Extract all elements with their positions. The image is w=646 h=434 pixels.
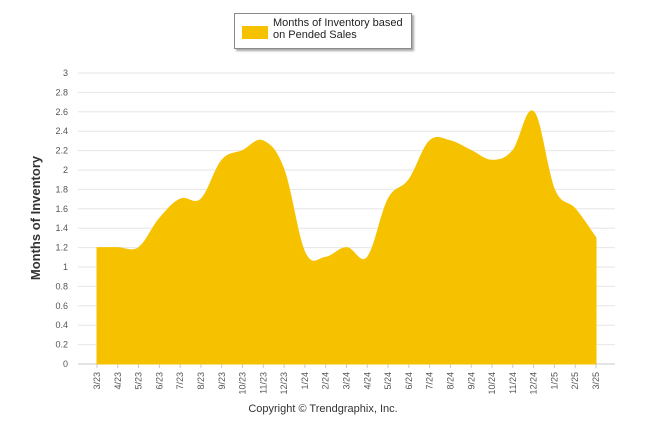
y-tick-label: 1.6 [55,204,68,214]
y-tick-label: 2.2 [55,146,68,156]
data-point [385,196,391,202]
data-point [94,245,100,251]
x-tick-label: 3/24 [342,372,352,390]
y-tick-label: 2 [63,165,68,175]
x-tick-label: 4/23 [113,372,123,390]
y-tick-label: 0.6 [55,301,68,311]
data-point [572,206,578,212]
data-point [531,109,537,115]
y-tick-label: 2.6 [55,107,68,117]
x-tick-label: 10/24 [487,372,497,395]
x-tick-label: 2/24 [321,372,331,390]
data-point [323,254,329,260]
y-tick-label: 2.4 [55,126,68,136]
data-point [364,254,370,260]
data-point [136,245,142,251]
legend-label: Months of Inventory based on Pended Sale… [273,17,403,41]
data-point [593,235,599,241]
data-point [510,148,516,154]
y-tick-label: 1.4 [55,223,68,233]
x-tick-label: 7/24 [425,372,435,390]
data-point [344,245,350,251]
x-tick-label: 12/24 [529,372,539,395]
x-tick-label: 7/23 [175,372,185,390]
y-tick-label: 0 [63,359,68,369]
data-point [551,186,557,192]
series-area [96,110,597,365]
x-tick-label: 1/24 [300,372,310,390]
data-point [219,157,225,163]
y-axis-label: Months of Inventory [28,155,43,280]
data-point [240,148,246,154]
data-point [468,148,474,154]
x-tick-label: 12/23 [279,372,289,395]
area-layer [94,109,599,365]
x-tick-label: 9/23 [217,372,227,390]
y-tick-label: 1 [63,262,68,272]
x-tick-label: 2/25 [570,372,580,390]
data-point [447,138,453,144]
y-tick-label: 0.4 [55,320,68,330]
data-point [281,167,287,173]
x-tick-label: 5/23 [134,372,144,390]
x-tick-label: 9/24 [466,372,476,390]
y-tick-label: 1.8 [55,184,68,194]
x-tick-label: 8/23 [196,372,206,390]
copyright-text: Copyright © Trendgraphix, Inc. [248,403,398,415]
x-tick-label: 11/23 [258,372,268,394]
x-tick-label: 4/24 [362,372,372,390]
data-point [427,138,433,144]
x-tick-label: 5/24 [383,372,393,390]
chart-legend: Months of Inventory based on Pended Sale… [234,13,412,49]
data-point [260,138,266,144]
data-point [302,249,308,255]
y-tick-label: 3 [63,68,68,78]
x-tick-label: 8/24 [445,372,455,390]
x-tick-label: 10/23 [238,372,248,395]
data-point [406,177,412,183]
x-tick-label: 6/23 [154,372,164,390]
data-point [156,216,162,222]
y-tick-label: 0.8 [55,281,68,291]
data-point [198,196,204,202]
x-tick-label: 6/24 [404,372,414,390]
legend-swatch [242,26,268,39]
y-axis-ticks: 0 0.2 0.4 0.6 0.8 1 1.2 1.4 1.6 1.8 2 2.2 2.4 2.6 2.8 3 [55,68,68,369]
y-tick-label: 1.2 [55,243,68,253]
data-point [489,157,495,163]
x-tick-label: 11/24 [508,372,518,394]
y-tick-label: 2.8 [55,87,68,97]
x-axis-ticks: 3/23 4/23 5/23 6/23 7/23 8/23 9/23 10/23 11/23 12… [92,364,601,395]
x-tick-label: 3/23 [92,372,102,390]
data-point [177,196,183,202]
x-tick-label: 3/25 [591,372,601,390]
x-tick-label: 1/25 [549,372,559,390]
y-tick-label: 0.2 [55,340,68,350]
data-point [115,245,121,251]
